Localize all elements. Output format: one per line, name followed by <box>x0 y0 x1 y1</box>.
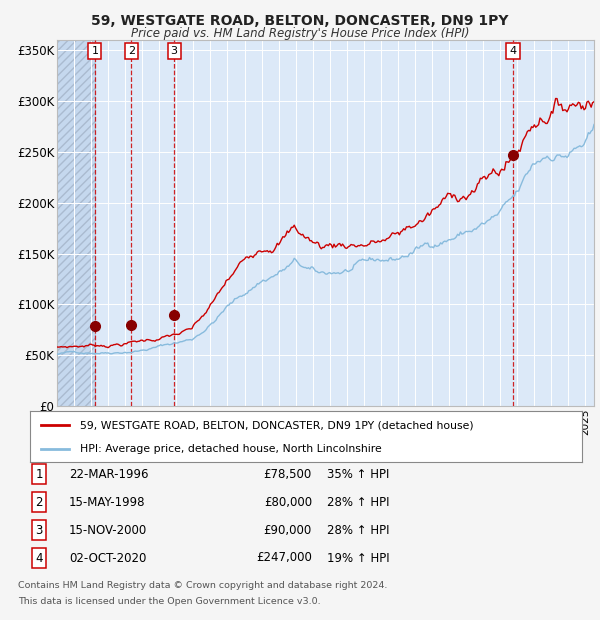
Text: 3: 3 <box>35 524 43 536</box>
Text: 59, WESTGATE ROAD, BELTON, DONCASTER, DN9 1PY: 59, WESTGATE ROAD, BELTON, DONCASTER, DN… <box>91 14 509 28</box>
Text: This data is licensed under the Open Government Licence v3.0.: This data is licensed under the Open Gov… <box>18 597 320 606</box>
Text: 22-MAR-1996: 22-MAR-1996 <box>69 468 149 481</box>
Text: 02-OCT-2020: 02-OCT-2020 <box>69 552 146 564</box>
Text: 4: 4 <box>509 46 517 56</box>
Text: 28% ↑ HPI: 28% ↑ HPI <box>327 524 389 536</box>
Text: 3: 3 <box>170 46 178 56</box>
Text: 35% ↑ HPI: 35% ↑ HPI <box>327 468 389 481</box>
Bar <box>57 40 95 406</box>
Text: 28% ↑ HPI: 28% ↑ HPI <box>327 496 389 508</box>
Text: £247,000: £247,000 <box>256 552 312 564</box>
Text: £78,500: £78,500 <box>264 468 312 481</box>
Text: Contains HM Land Registry data © Crown copyright and database right 2024.: Contains HM Land Registry data © Crown c… <box>18 581 388 590</box>
Text: 1: 1 <box>35 468 43 481</box>
Text: Price paid vs. HM Land Registry's House Price Index (HPI): Price paid vs. HM Land Registry's House … <box>131 27 469 40</box>
Text: 2: 2 <box>35 496 43 508</box>
Text: HPI: Average price, detached house, North Lincolnshire: HPI: Average price, detached house, Nort… <box>80 444 382 454</box>
Bar <box>57 40 95 406</box>
Text: 2: 2 <box>128 46 135 56</box>
Text: 59, WESTGATE ROAD, BELTON, DONCASTER, DN9 1PY (detached house): 59, WESTGATE ROAD, BELTON, DONCASTER, DN… <box>80 420 473 430</box>
Text: 15-MAY-1998: 15-MAY-1998 <box>69 496 146 508</box>
Text: 15-NOV-2000: 15-NOV-2000 <box>69 524 147 536</box>
Text: 4: 4 <box>35 552 43 564</box>
Text: 1: 1 <box>91 46 98 56</box>
Text: £80,000: £80,000 <box>264 496 312 508</box>
Text: 19% ↑ HPI: 19% ↑ HPI <box>327 552 389 564</box>
Text: £90,000: £90,000 <box>264 524 312 536</box>
